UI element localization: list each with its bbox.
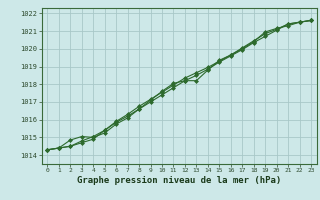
- X-axis label: Graphe pression niveau de la mer (hPa): Graphe pression niveau de la mer (hPa): [77, 176, 281, 185]
